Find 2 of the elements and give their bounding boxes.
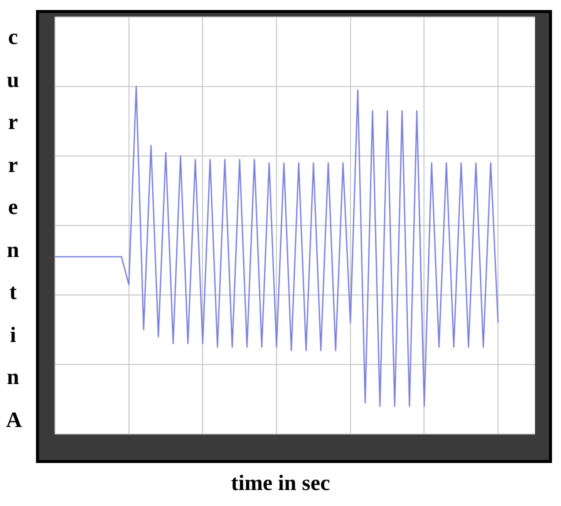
text: current in A bbox=[6, 24, 22, 432]
x-axis-title: time in sec bbox=[230, 470, 331, 496]
